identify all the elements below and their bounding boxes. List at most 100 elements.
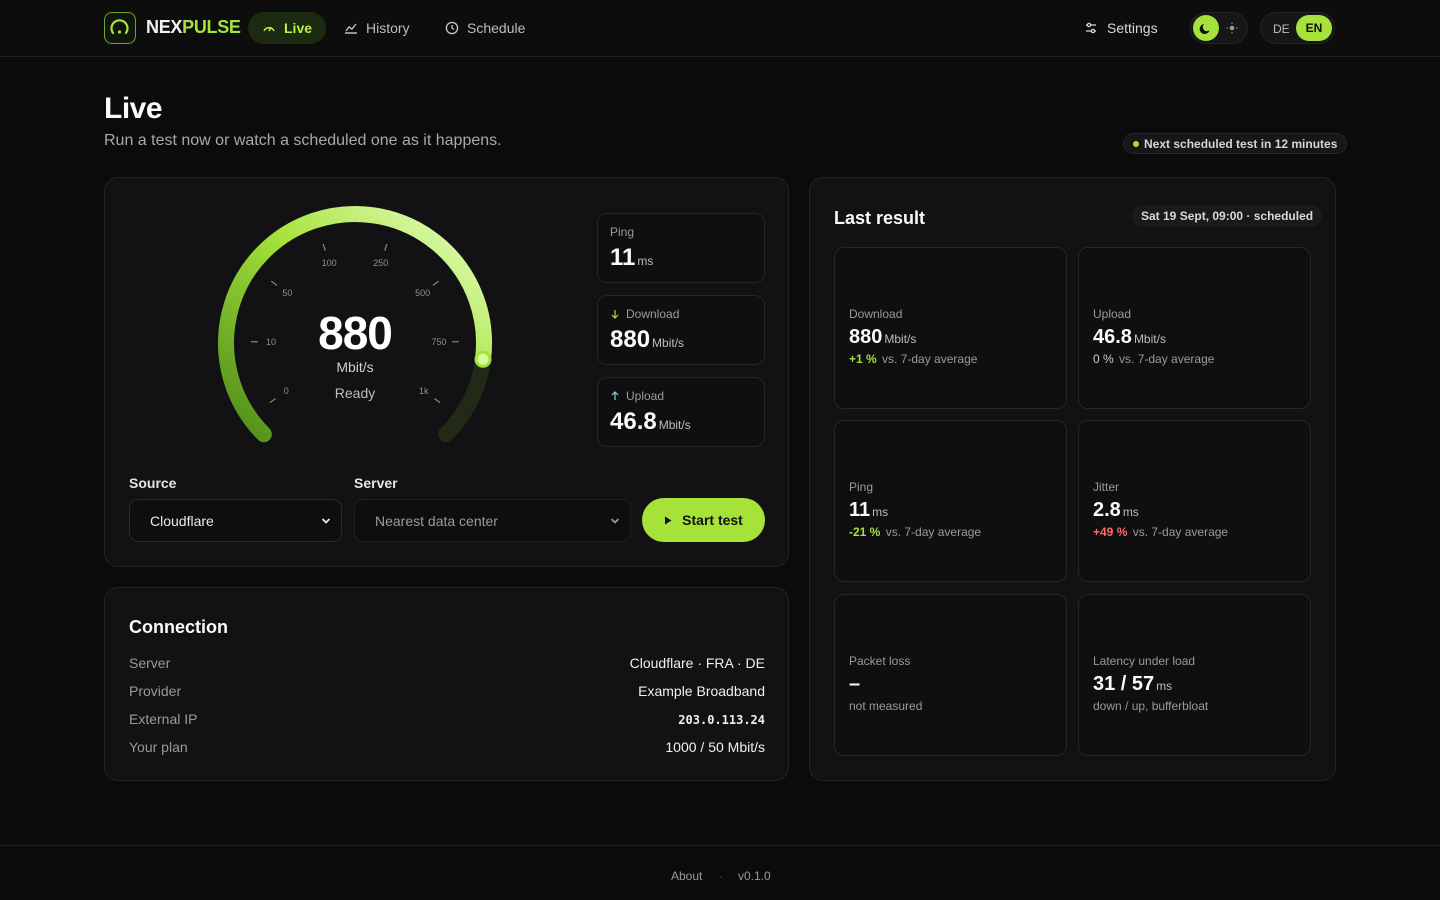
- tile-value: 2.8: [1093, 499, 1121, 521]
- tile-note: vs. 7-day average: [886, 525, 981, 539]
- connection-key: Provider: [129, 683, 181, 699]
- chart-line-icon: [344, 21, 358, 35]
- next-test-badge: Next scheduled test in 12 minutes: [1123, 133, 1347, 154]
- sliders-icon: [1084, 21, 1098, 35]
- brand-name[interactable]: NEXPULSE: [146, 17, 241, 38]
- tile-unit: ms: [872, 505, 888, 519]
- brand-part1: NEX: [146, 17, 182, 37]
- gauge-tick-label: 0: [284, 386, 289, 396]
- gauge-tick-label: 750: [431, 337, 446, 347]
- gauge-thumb: [476, 352, 490, 366]
- connection-key: Server: [129, 655, 170, 671]
- next-test-text: Next scheduled test in 12 minutes: [1144, 137, 1337, 151]
- upload-stat: Upload 46.8 Mbit/s: [597, 377, 765, 447]
- server-select[interactable]: Nearest data center: [354, 499, 631, 542]
- tile-delta: 0 %: [1093, 352, 1114, 366]
- gauge-unit: Mbit/s: [295, 359, 415, 375]
- tile-unit: ms: [1156, 679, 1172, 693]
- footer: About · v0.1.0: [0, 845, 1440, 900]
- nav-schedule[interactable]: Schedule: [431, 12, 539, 44]
- nav-live-label: Live: [284, 20, 312, 36]
- page-title: Live: [104, 92, 162, 126]
- nav-live[interactable]: Live: [248, 12, 326, 44]
- tile-value: 46.8: [1093, 326, 1132, 348]
- ping-value: 11: [610, 244, 635, 271]
- gauge-tick-label: 10: [266, 337, 276, 347]
- settings-button[interactable]: Settings: [1084, 12, 1158, 44]
- upload-label: Upload: [626, 389, 664, 403]
- gauge-tick-label: 50: [282, 288, 292, 298]
- tile-note: vs. 7-day average: [1119, 352, 1214, 366]
- nav-history[interactable]: History: [330, 12, 424, 44]
- result-tile-download: Download 880 Mbit/s +1 % vs. 7-day averag…: [834, 247, 1067, 409]
- download-stat: Download 880 Mbit/s: [597, 295, 765, 365]
- result-tile-jitter: Jitter 2.8 ms +49 % vs. 7-day average: [1078, 420, 1311, 582]
- language-switch[interactable]: DE EN: [1260, 12, 1335, 44]
- gauge-icon: [262, 21, 276, 35]
- moon-icon: [1193, 15, 1219, 41]
- connection-title: Connection: [129, 617, 228, 638]
- lang-en[interactable]: EN: [1296, 15, 1332, 41]
- result-tile-latency-under-load: Latency under load 31 / 57 ms down / up, …: [1078, 594, 1311, 756]
- source-select[interactable]: Cloudflare: [129, 499, 342, 542]
- nav-history-label: History: [366, 20, 410, 36]
- tile-unit: Mbit/s: [884, 332, 916, 346]
- tile-label: Download: [849, 307, 902, 321]
- tile-delta: -21 %: [849, 525, 880, 539]
- result-tile-packet-loss: Packet loss – not measured: [834, 594, 1067, 756]
- tile-note: vs. 7-day average: [882, 352, 977, 366]
- upload-value: 46.8: [610, 408, 657, 435]
- gauge-tick: [433, 281, 439, 285]
- gauge-tick: [271, 281, 277, 285]
- chevron-down-icon: [610, 517, 620, 525]
- upload-unit: Mbit/s: [659, 418, 691, 432]
- result-tile-upload: Upload 46.8 Mbit/s 0 % vs. 7-day average: [1078, 247, 1311, 409]
- tile-value: 880: [849, 326, 882, 348]
- gauge-tick: [323, 244, 325, 251]
- tile-value: 31 / 57: [1093, 673, 1154, 695]
- gauge-tick-label: 1k: [419, 386, 429, 396]
- page-subtitle: Run a test now or watch a scheduled one …: [104, 132, 502, 150]
- tile-value: 11: [849, 499, 870, 521]
- arrow-down-icon: [610, 309, 620, 319]
- gauge-tick: [385, 244, 387, 251]
- top-bar: NEXPULSE Live History Schedule Settings …: [0, 0, 1440, 57]
- connection-key: Your plan: [129, 739, 188, 755]
- result-date-badge: Sat 19 Sept, 09:00 · scheduled: [1132, 205, 1322, 227]
- brand-part2: PULSE: [182, 17, 241, 37]
- source-label: Source: [129, 475, 176, 491]
- gauge-tick: [435, 399, 441, 403]
- sun-icon: [1226, 22, 1238, 34]
- server-value: Nearest data center: [375, 513, 498, 529]
- start-test-button[interactable]: Start test: [642, 498, 765, 542]
- status-dot-icon: [1133, 141, 1139, 147]
- tile-delta: +49 %: [1093, 525, 1127, 539]
- about-link[interactable]: About: [671, 869, 702, 883]
- start-test-label: Start test: [682, 512, 743, 528]
- gauge-tick-label: 250: [373, 258, 388, 268]
- play-icon: [664, 516, 672, 525]
- live-gauge-card: 0 10 50 100 250 500 750 1k 880 Mbit/s Ready Pin…: [104, 177, 789, 567]
- footer-separator: ·: [719, 869, 723, 883]
- connection-value: 1000 / 50 Mbit/s: [665, 739, 765, 755]
- tile-label: Upload: [1093, 307, 1131, 321]
- last-result-title: Last result: [834, 208, 925, 229]
- lang-de[interactable]: DE: [1273, 22, 1290, 36]
- tile-note: not measured: [849, 699, 922, 713]
- connection-card: Connection Server Cloudflare · FRA · DE …: [104, 587, 789, 781]
- source-value: Cloudflare: [150, 513, 214, 529]
- download-label: Download: [626, 307, 679, 321]
- arrow-up-icon: [610, 391, 620, 401]
- theme-toggle[interactable]: [1190, 12, 1248, 44]
- clock-icon: [445, 21, 459, 35]
- chevron-down-icon: [321, 517, 331, 525]
- connection-value: 203.0.113.24: [678, 713, 765, 727]
- ping-stat: Ping 11 ms: [597, 213, 765, 283]
- settings-label: Settings: [1107, 20, 1158, 36]
- nav-schedule-label: Schedule: [467, 20, 525, 36]
- tile-delta: +1 %: [849, 352, 877, 366]
- tile-note: vs. 7-day average: [1133, 525, 1228, 539]
- tile-value: –: [849, 673, 860, 695]
- logo-icon[interactable]: [104, 12, 136, 44]
- ping-unit: ms: [637, 254, 653, 268]
